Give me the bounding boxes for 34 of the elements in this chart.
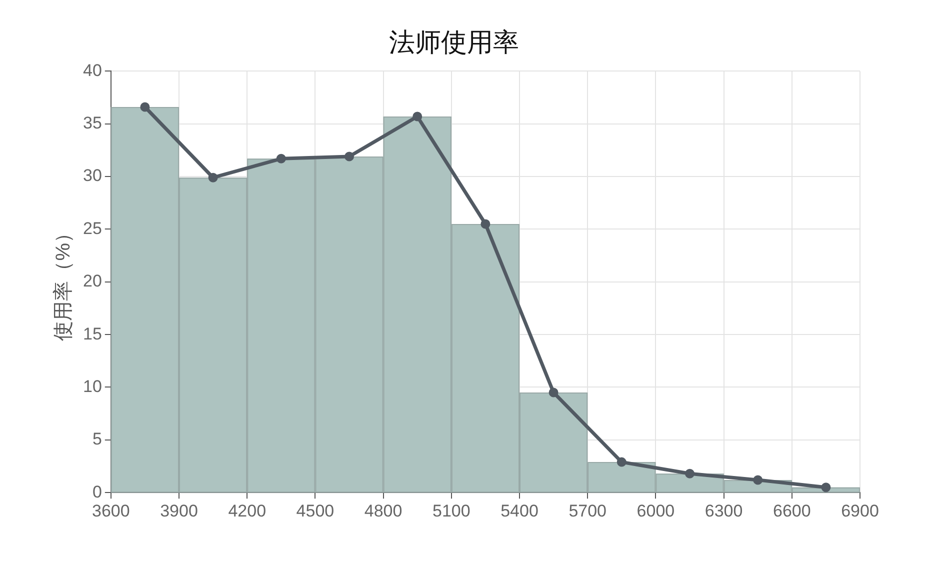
- point: [685, 468, 694, 478]
- point: [412, 112, 422, 122]
- y-axis-title: 使用率（%）: [52, 223, 75, 341]
- chart-title: 法师使用率: [389, 26, 519, 57]
- point: [616, 457, 626, 467]
- y-tick-label: 20: [82, 272, 102, 291]
- x-tick-label: 3600: [92, 501, 130, 520]
- point: [344, 152, 354, 162]
- point: [276, 154, 286, 164]
- point: [140, 102, 150, 112]
- x-tick-label: 4500: [296, 501, 334, 520]
- x-tick-label: 6600: [772, 501, 811, 520]
- y-tick-label: 10: [82, 376, 102, 396]
- point: [548, 388, 558, 398]
- x-tick-label: 5100: [432, 501, 470, 520]
- x-tick-label: 6900: [841, 501, 879, 520]
- x-tick-label: 3900: [160, 501, 198, 520]
- x-tick-label: 6300: [704, 501, 743, 520]
- point: [753, 475, 763, 485]
- point: [480, 219, 490, 229]
- point: [208, 172, 218, 182]
- y-tick-label: 40: [82, 60, 102, 80]
- y-tick-label: 35: [82, 114, 102, 133]
- x-tick-label: 5700: [568, 501, 607, 520]
- point: [821, 482, 831, 492]
- x-tick-label: 4800: [364, 501, 402, 520]
- x-tick-label: 6000: [636, 501, 675, 520]
- x-tick-label: 4200: [228, 501, 266, 520]
- y-tick-label: 0: [92, 482, 102, 502]
- y-tick-label: 30: [82, 166, 102, 186]
- y-tick-label: 25: [82, 218, 102, 238]
- x-tick-label: 5400: [500, 501, 538, 520]
- y-tick-label: 15: [82, 324, 102, 344]
- y-tick-label: 5: [92, 430, 102, 449]
